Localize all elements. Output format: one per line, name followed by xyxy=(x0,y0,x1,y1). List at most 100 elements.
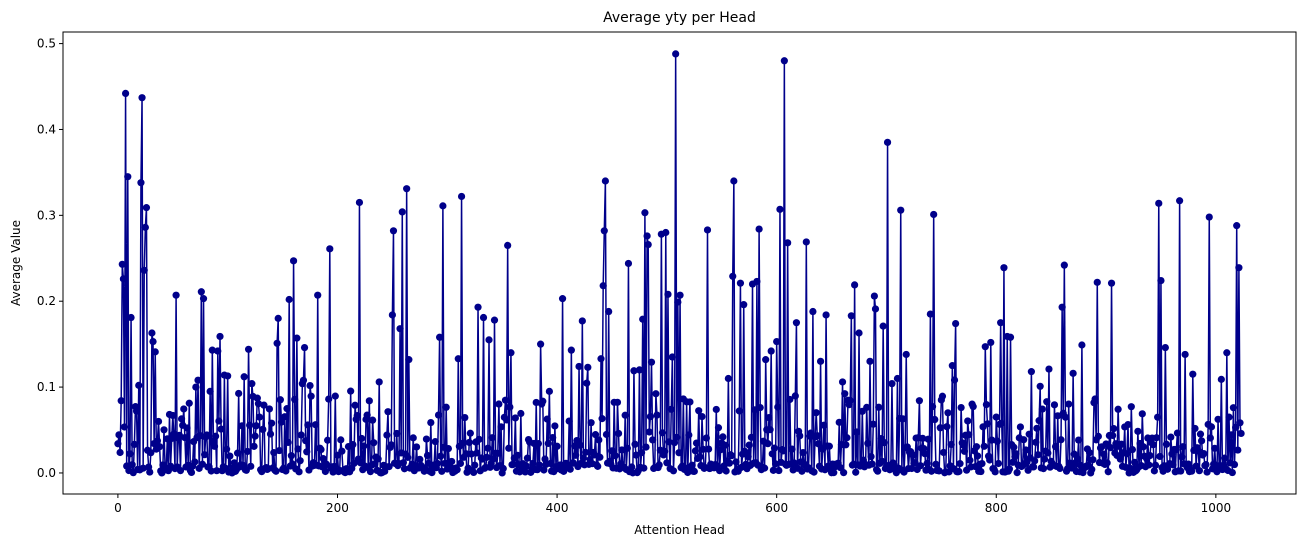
data-point xyxy=(299,376,308,384)
data-point xyxy=(1094,432,1102,440)
data-point xyxy=(448,457,456,466)
data-point xyxy=(981,343,989,351)
data-point xyxy=(652,390,660,398)
data-point xyxy=(674,298,682,306)
data-point xyxy=(667,405,675,413)
data-point xyxy=(684,468,692,477)
data-point xyxy=(997,319,1005,327)
data-point xyxy=(596,453,604,461)
data-point xyxy=(350,459,358,468)
data-point xyxy=(927,467,936,475)
data-point xyxy=(655,461,663,469)
data-point xyxy=(935,467,943,475)
data-point xyxy=(717,446,725,454)
data-point xyxy=(959,441,967,449)
data-point xyxy=(199,295,208,303)
data-point xyxy=(428,469,436,477)
data-point xyxy=(863,403,871,411)
data-point xyxy=(756,403,764,412)
data-point xyxy=(517,409,525,418)
data-point xyxy=(489,455,497,463)
data-point xyxy=(668,353,676,361)
data-point xyxy=(614,429,623,438)
data-point xyxy=(1044,449,1052,457)
data-point xyxy=(956,460,964,468)
data-point xyxy=(642,443,650,451)
data-point xyxy=(587,419,595,427)
data-point xyxy=(1075,436,1083,444)
data-point xyxy=(522,462,530,470)
data-point xyxy=(1207,423,1216,431)
data-point xyxy=(948,362,956,370)
data-point xyxy=(730,177,738,185)
data-point xyxy=(851,281,859,289)
data-point xyxy=(1205,213,1213,221)
data-point xyxy=(248,380,256,388)
data-point xyxy=(287,452,295,460)
data-point xyxy=(462,450,470,458)
data-point xyxy=(643,232,651,240)
data-point xyxy=(243,447,252,456)
data-point xyxy=(222,445,231,453)
data-point xyxy=(736,279,745,287)
data-point xyxy=(878,457,886,465)
data-point xyxy=(282,467,290,475)
data-point xyxy=(203,431,211,439)
data-point xyxy=(238,422,246,430)
data-point xyxy=(775,466,783,475)
data-point xyxy=(442,403,450,411)
data-point xyxy=(762,356,770,364)
y-axis-label: Average Value xyxy=(9,220,23,306)
data-point xyxy=(347,387,355,395)
data-point xyxy=(479,313,488,322)
data-point xyxy=(1060,261,1068,269)
data-point xyxy=(613,398,622,406)
data-point xyxy=(363,411,371,419)
data-point xyxy=(116,448,124,457)
data-point xyxy=(830,469,838,477)
data-point xyxy=(1233,222,1241,230)
data-point xyxy=(326,245,334,253)
data-point xyxy=(1027,368,1035,376)
data-point xyxy=(893,374,902,383)
data-point xyxy=(688,461,696,469)
data-point xyxy=(1225,413,1233,421)
data-point xyxy=(1100,450,1108,458)
data-point xyxy=(213,467,221,475)
data-point xyxy=(915,397,924,405)
data-point xyxy=(672,50,680,58)
data-point xyxy=(702,434,711,442)
data-point xyxy=(1139,443,1147,451)
data-point xyxy=(1088,465,1096,474)
data-point xyxy=(146,468,154,476)
data-point xyxy=(1211,444,1219,452)
data-point xyxy=(1214,415,1222,423)
data-point xyxy=(1039,465,1048,473)
data-point xyxy=(216,332,224,341)
data-point xyxy=(767,347,775,355)
data-point xyxy=(1237,429,1245,438)
data-point xyxy=(285,295,293,304)
data-point xyxy=(992,413,1000,421)
data-point xyxy=(988,436,996,444)
data-point xyxy=(214,347,222,355)
data-point xyxy=(899,415,907,423)
data-point xyxy=(505,444,513,452)
data-point xyxy=(1110,424,1118,433)
data-point xyxy=(1022,446,1030,454)
data-point xyxy=(488,434,496,442)
data-point xyxy=(499,464,507,473)
data-point xyxy=(132,407,141,415)
data-point xyxy=(509,460,517,469)
data-point xyxy=(198,460,207,468)
data-point xyxy=(753,277,761,286)
data-point xyxy=(599,282,607,290)
data-point xyxy=(983,420,992,428)
data-point xyxy=(880,439,888,447)
data-point xyxy=(485,336,493,344)
data-point xyxy=(1020,436,1028,444)
x-tick-label: 800 xyxy=(985,501,1008,515)
series-line xyxy=(117,53,1242,474)
data-point xyxy=(277,418,286,426)
data-point xyxy=(578,317,586,325)
